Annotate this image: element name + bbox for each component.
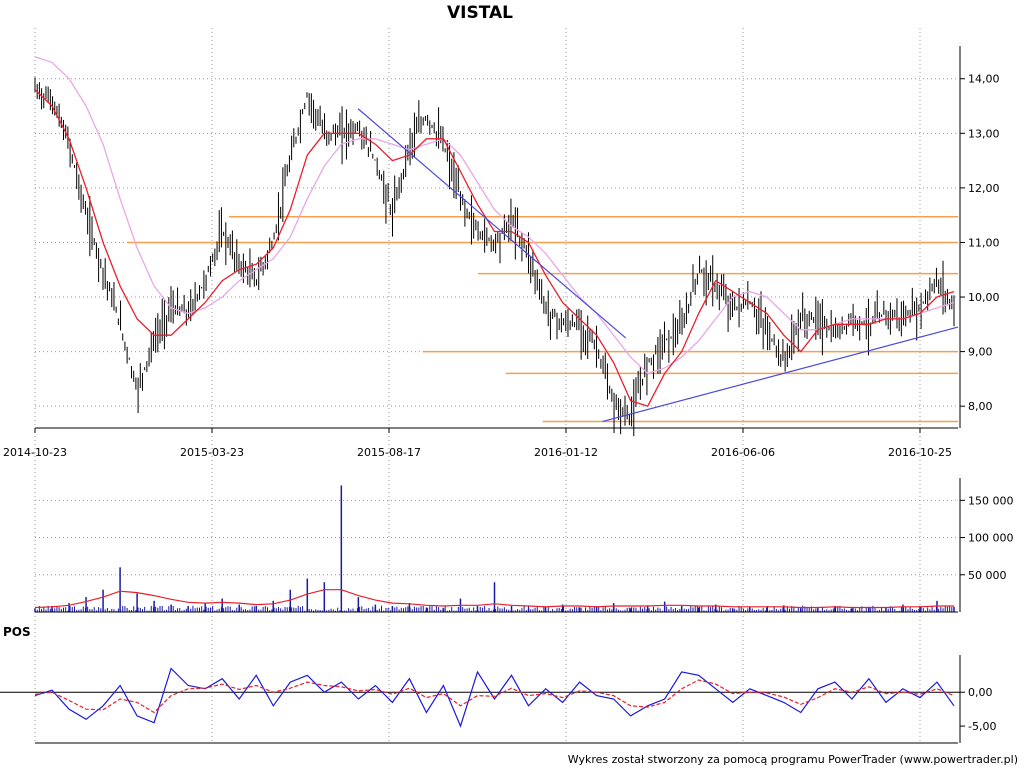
- pos-line: [34, 667, 955, 728]
- osc-tick-label: 0,00: [968, 686, 993, 699]
- price-tick-label: 11,00: [968, 236, 1000, 249]
- x-tick-label: 2016-10-25: [888, 446, 952, 459]
- price-panel: [34, 56, 959, 437]
- volume-tick-label: 50 000: [968, 569, 1007, 582]
- credit-text: Wykres został stworzony za pomocą progra…: [568, 753, 1018, 766]
- volume-tick-label: 150 000: [968, 494, 1014, 507]
- oscillator-label: POS: [3, 625, 31, 639]
- chart-title: VISTAL: [447, 3, 513, 23]
- volume-panel: [34, 485, 955, 612]
- gridlines: [34, 28, 958, 742]
- price-tick-label: 9,00: [968, 346, 993, 359]
- x-tick-label: 2015-03-23: [180, 446, 244, 459]
- volume-tick-label: 100 000: [968, 532, 1014, 545]
- x-tick-label: 2015-08-17: [357, 446, 421, 459]
- axes: 2014-10-23 2015-03-23 2015-08-17 2016-01-12…: [3, 46, 1014, 744]
- price-tick-label: 14,00: [968, 73, 1000, 86]
- signal-line: [34, 679, 955, 714]
- ma-long-line: [34, 56, 955, 375]
- ma-short-line: [34, 89, 955, 407]
- oscillator-panel: [0, 667, 960, 728]
- price-tick-label: 13,00: [968, 127, 1000, 140]
- price-tick-label: 8,00: [968, 400, 993, 413]
- x-tick-label: 2016-06-06: [711, 446, 775, 459]
- volume-ma-line: [34, 589, 954, 609]
- trend-line: [357, 108, 627, 339]
- price-tick-label: 12,00: [968, 182, 1000, 195]
- trend-line: [602, 326, 959, 423]
- osc-tick-label: -5,00: [968, 720, 996, 733]
- x-tick-label: 2014-10-23: [3, 446, 67, 459]
- price-tick-label: 10,00: [968, 291, 1000, 304]
- x-tick-label: 2016-01-12: [534, 446, 598, 459]
